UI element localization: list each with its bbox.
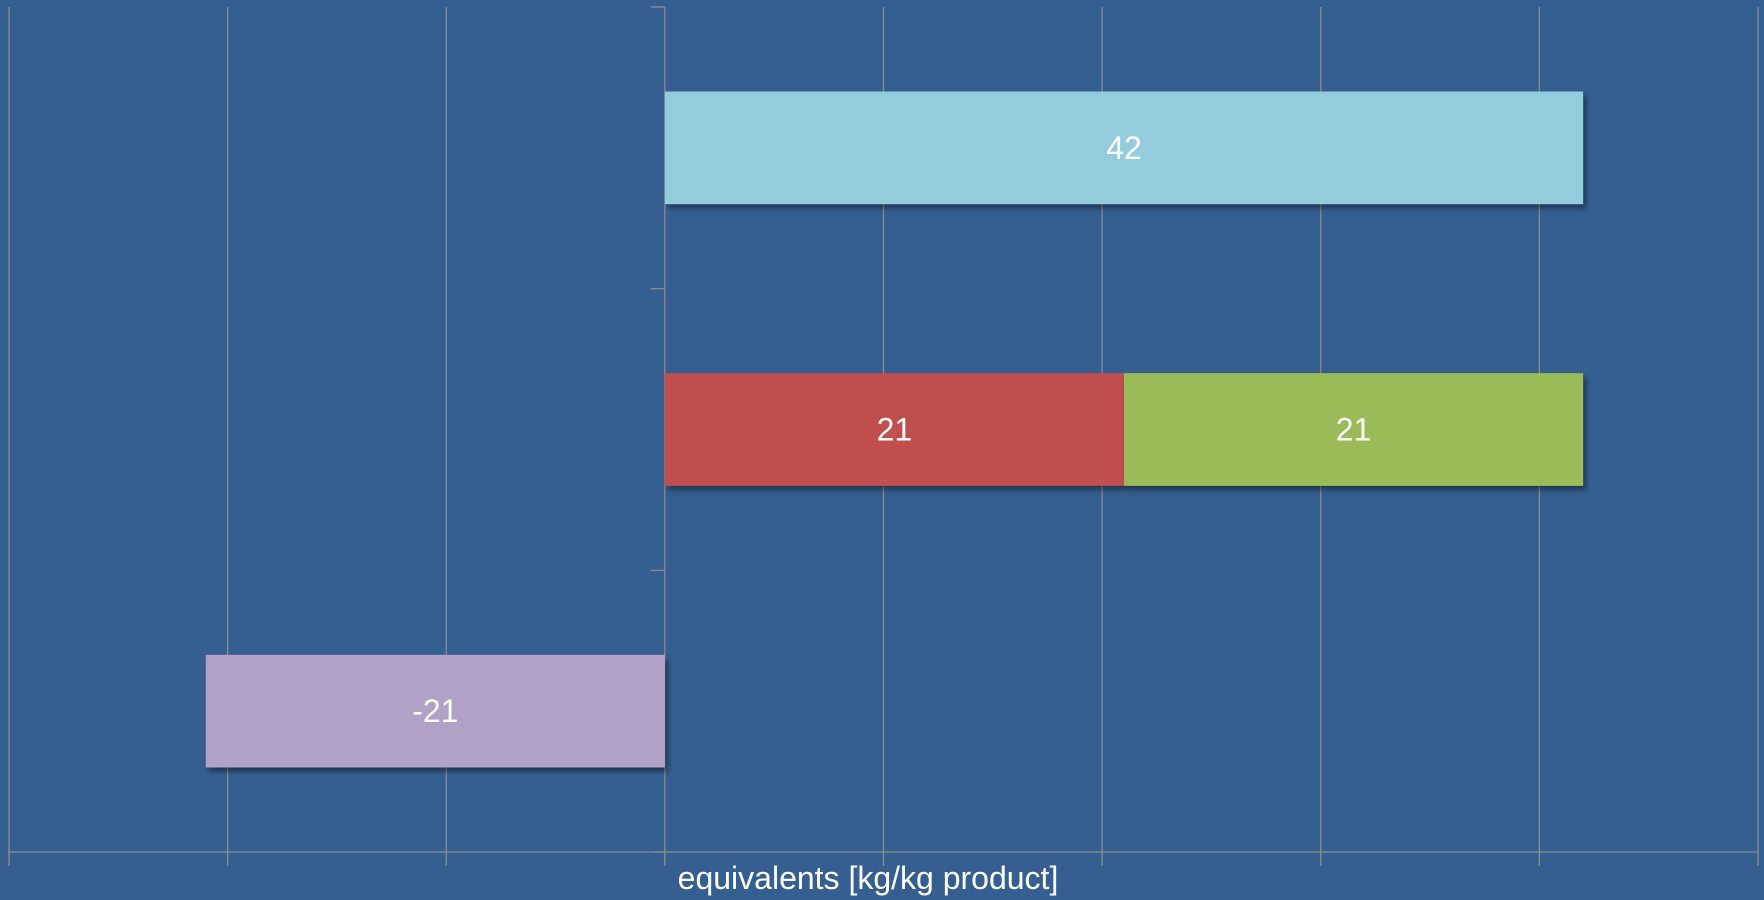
data-labels: 42 21 21 -21 bbox=[412, 130, 1371, 729]
data-label-series-3-category-0: 42 bbox=[1106, 130, 1142, 166]
bars bbox=[205, 91, 1584, 768]
data-label-series-1-category-1: 21 bbox=[877, 412, 913, 448]
data-label-series-2-category-1: 21 bbox=[1336, 412, 1372, 448]
bar-series-0-category-2 bbox=[205, 654, 665, 768]
x-axis-title: equivalents [kg/kg product] bbox=[678, 860, 1059, 896]
bar-series-1-category-1 bbox=[664, 373, 1124, 486]
bar-series-3-category-0 bbox=[664, 91, 1584, 205]
data-label-series-0-category-2: -21 bbox=[412, 693, 458, 729]
bar-series-2-category-1 bbox=[1123, 373, 1584, 486]
